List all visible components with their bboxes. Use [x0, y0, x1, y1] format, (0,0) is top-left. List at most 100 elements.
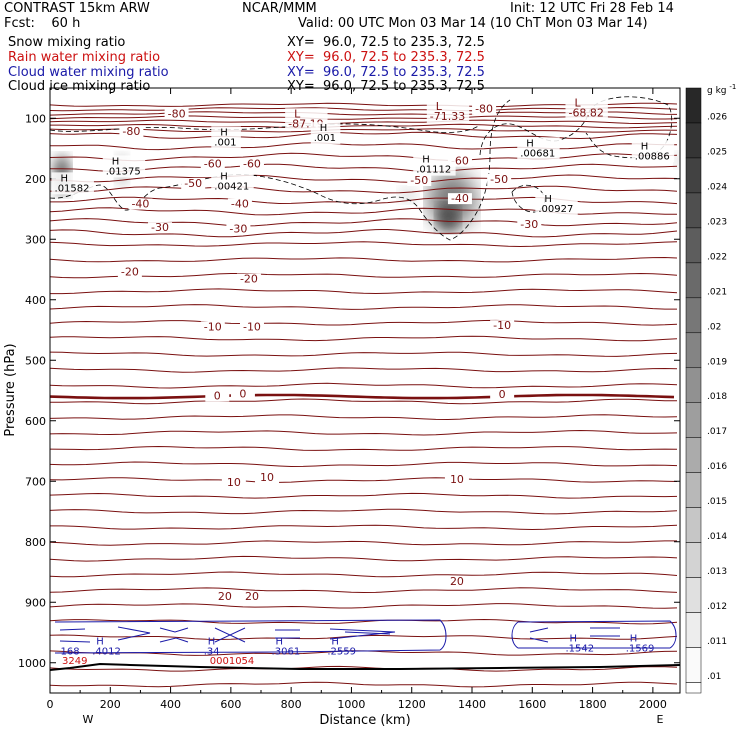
colorbar-swatch: [685, 227, 702, 264]
cloud-water-value: .3061: [272, 647, 301, 658]
colorbar-label: .013: [707, 567, 727, 577]
colorbar-swatch: [685, 297, 702, 334]
rain-value: 3249: [62, 656, 87, 667]
cloud-water-contour-line: [59, 628, 91, 643]
isotherm-label-bg: [226, 223, 251, 235]
isotherm-line: [50, 218, 678, 227]
extrema-kind: L: [436, 100, 443, 113]
isotherm-label-bg: [148, 222, 173, 234]
cloud-ice-contour-line: [511, 184, 545, 213]
colorbar-label: .016: [707, 462, 727, 472]
isotherm-label: -50: [410, 174, 428, 187]
isotherm-label: 20: [245, 590, 259, 603]
colorbar-swatch: [685, 332, 702, 369]
rain-value: 0001054: [210, 656, 255, 667]
extrema-kind: H: [220, 127, 228, 138]
x-tick-label: 400: [160, 698, 181, 711]
y-tick-label: 700: [25, 475, 46, 488]
colorbar-swatch: [685, 437, 702, 473]
isotherm-label: -80: [475, 103, 493, 116]
isotherm-label: -30: [520, 218, 538, 231]
isotherm-line: [50, 351, 678, 357]
extrema-kind: L: [294, 107, 301, 120]
y-tick-label: 400: [25, 294, 46, 307]
extrema-kind: H: [320, 123, 328, 134]
isotherm-line: [50, 445, 678, 451]
colorbar-label: .014: [707, 532, 727, 542]
isotherm-line: [50, 477, 678, 483]
extrema-label-bg: [211, 126, 241, 149]
isotherm-label-bg: [200, 158, 225, 170]
cloud-water-kind: H: [331, 637, 339, 648]
colorbar-swatch: [685, 122, 702, 159]
isotherm-line: [50, 123, 678, 129]
isotherm-label-bg: [255, 472, 280, 484]
x-tick-label: 1400: [458, 698, 486, 711]
isotherm-line: [50, 618, 678, 625]
temperature-contours: [50, 102, 678, 688]
colorbar-swatch: [685, 402, 702, 438]
cloud-water-contour-line: [511, 620, 677, 649]
isotherm-label-bg: [227, 198, 252, 210]
cloud-water-contour-line: [329, 628, 396, 640]
terrain-surface-line: [49, 662, 681, 671]
colorbar-label: .011: [707, 637, 727, 647]
x-tick-label: 1000: [337, 698, 365, 711]
x-tick-label: 2000: [639, 698, 667, 711]
extrema-kind: L: [574, 96, 581, 109]
colorbar-swatch: [685, 192, 702, 229]
field-rain-xy: XY= 96.0, 72.5 to 235.3, 72.5: [287, 50, 485, 65]
isotherm-label-bg: [517, 219, 542, 231]
isotherm-line: [50, 571, 678, 578]
center-name: NCAR/MMM: [242, 1, 317, 16]
isotherm-label: -10: [204, 320, 222, 333]
field-cloudwater-name: Cloud water mixing ratio: [8, 65, 169, 80]
colorbar-label: .026: [707, 112, 727, 122]
isotherm-label-bg: [407, 174, 432, 186]
isotherm-label-bg: [205, 390, 230, 402]
colorbar-label: .025: [707, 147, 727, 157]
isotherm-label-bg: [164, 108, 189, 120]
colorbar-label: .022: [707, 252, 727, 262]
isotherm-label: -20: [240, 273, 258, 286]
colorbar-swatch: [685, 682, 702, 694]
cloud-water-contour-line: [159, 627, 189, 643]
cloud-water-contour-line: [275, 629, 300, 639]
axes: 0 200 400 600 800 1000 1200 1400 1600 1800 2000100…: [18, 88, 680, 711]
valid-time: Valid: 00 UTC Mon 03 Mar 14 (10 ChT Mon …: [298, 16, 648, 31]
colorbar-label: .024: [707, 182, 727, 192]
isotherm-line: [50, 335, 678, 342]
isotherm-line: [50, 128, 678, 133]
colorbar-label: .019: [707, 357, 727, 367]
colorbar-swatch: [685, 262, 702, 299]
extrema-value: .001: [314, 133, 336, 144]
y-tick-label: 800: [25, 536, 46, 549]
x-tick-label: 1800: [579, 698, 607, 711]
field-cloudwater-xy: XY= 96.0, 72.5 to 235.3, 72.5: [287, 65, 485, 80]
cloud-water-contour-line: [54, 619, 447, 654]
cloud-water-kind: H: [208, 637, 216, 648]
isotherm-label: -80: [122, 125, 140, 138]
isotherm-label-bg: [212, 591, 237, 603]
extrema-value: .01112: [416, 165, 451, 176]
isotherm-line: [50, 398, 678, 405]
colorbar-label: .01: [707, 672, 721, 682]
colorbar-label: .015: [707, 497, 727, 507]
isotherm-label-bg: [487, 173, 512, 185]
isotherm-line: [50, 665, 678, 672]
colorbar-unit: g kg -1: [707, 83, 736, 96]
isotherm-label: -50: [184, 177, 202, 190]
x-left-end-label: W: [83, 713, 94, 726]
isotherm-line: [50, 228, 678, 238]
x-axis-title: Distance (km): [319, 713, 410, 728]
isotherm-label: 0: [214, 389, 221, 402]
isotherm-label: -40: [131, 198, 149, 211]
isotherm-label: -10: [493, 319, 511, 332]
cloud-water-value: .4012: [92, 647, 121, 658]
extrema-kind: H: [641, 141, 649, 152]
colorbar-swatch: [685, 577, 702, 613]
extrema-value: -71.33: [430, 110, 465, 123]
isotherm-label: -50: [490, 173, 508, 186]
colorbar-swatch: [685, 647, 702, 683]
